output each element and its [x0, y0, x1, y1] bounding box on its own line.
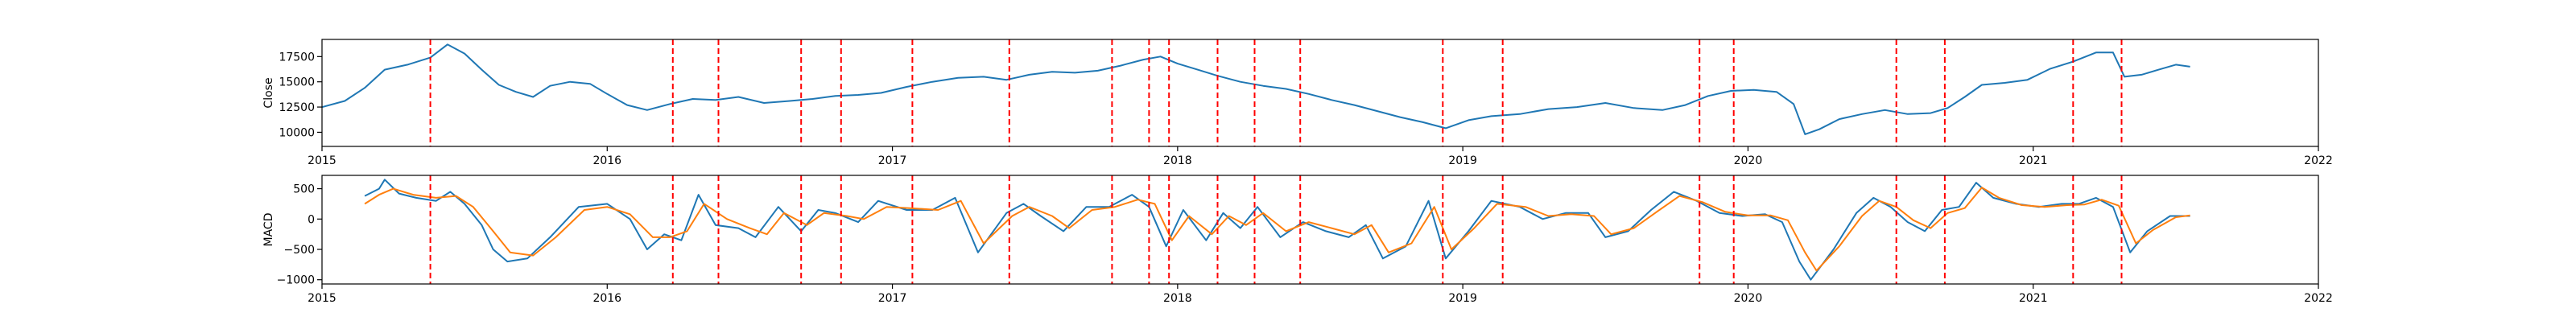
x-tick-label: 2022 — [2304, 154, 2333, 167]
x-tick-label: 2021 — [2019, 292, 2048, 305]
y-tick-label: 10000 — [279, 126, 315, 139]
x-tick-label: 2016 — [592, 292, 621, 305]
x-tick-label: 2019 — [1448, 154, 1477, 167]
x-tick-label: 2018 — [1163, 292, 1192, 305]
macd-series-line — [364, 179, 2190, 281]
y-tick-label: 15000 — [279, 76, 315, 89]
axes-frame — [321, 39, 2319, 147]
x-tick-label: 2022 — [2304, 292, 2333, 305]
y-tick-label: 12500 — [279, 101, 315, 114]
y-axis-label: MACD — [262, 213, 275, 247]
close-series-line — [322, 43, 2190, 135]
x-tick-label: 2018 — [1163, 154, 1192, 167]
x-tick-label: 2021 — [2019, 154, 2048, 167]
close-price-panel: 2015 2016 2017 2018 2019 2020 2021 2022 10000 125… — [262, 39, 2333, 167]
signal-series-line — [364, 187, 2190, 272]
x-tick-label: 2015 — [308, 292, 336, 305]
x-tick-label: 2017 — [878, 154, 907, 167]
y-tick-label: 0 — [308, 213, 315, 226]
y-tick-label: −500 — [284, 244, 315, 257]
macd-panel: 2015 2016 2017 2018 2019 2020 2021 2022 500 0 −500… — [262, 175, 2333, 305]
y-axis-label: Close — [262, 77, 275, 108]
y-tick-label: 500 — [293, 183, 315, 196]
x-tick-label: 2017 — [878, 292, 907, 305]
y-tick-label: −1000 — [277, 274, 315, 287]
axes-frame — [321, 175, 2319, 285]
x-tick-label: 2020 — [1734, 292, 1763, 305]
x-tick-label: 2020 — [1734, 154, 1763, 167]
x-tick-label: 2015 — [308, 154, 336, 167]
x-tick-label: 2016 — [592, 154, 621, 167]
y-tick-label: 17500 — [279, 51, 315, 64]
x-tick-label: 2019 — [1448, 292, 1477, 305]
